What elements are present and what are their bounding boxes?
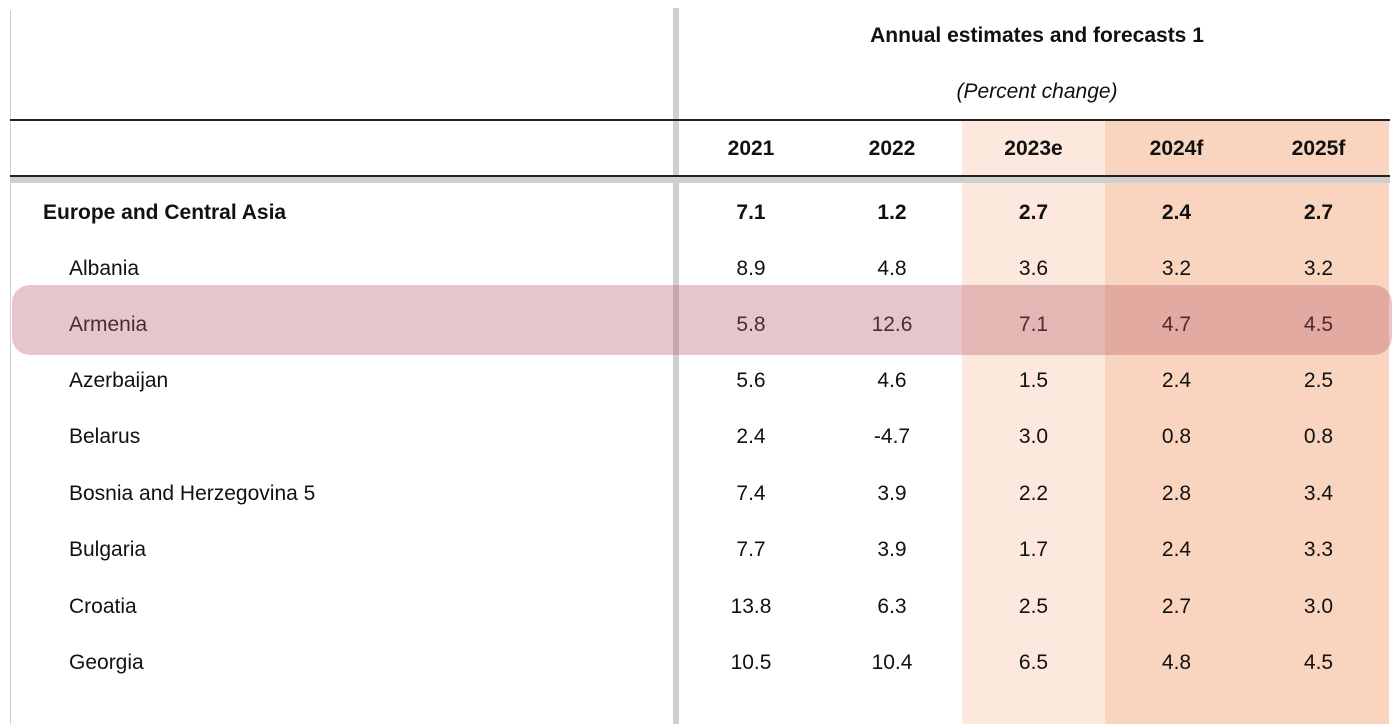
header-rule-bottom xyxy=(10,175,1390,177)
cell-value: 6.5 xyxy=(1018,651,1049,674)
forecast-column-shade xyxy=(1105,121,1389,724)
cell-value: 4.7 xyxy=(1161,313,1192,336)
table-row-highlighted: Armenia 5.8 12.6 7.1 4.7 4.5 xyxy=(0,305,1394,345)
table-left-border xyxy=(10,10,11,724)
row-label: Georgia xyxy=(69,651,144,674)
column-header-2021: 2021 xyxy=(727,137,775,160)
cell-value: 3.0 xyxy=(1018,425,1049,448)
cell-value: 1.2 xyxy=(877,201,907,224)
cell-value: -4.7 xyxy=(873,425,911,448)
cell-value: 2.2 xyxy=(1018,482,1049,505)
cell-value: 10.4 xyxy=(871,651,913,674)
row-label: Belarus xyxy=(69,425,141,448)
cell-value: 3.6 xyxy=(1018,257,1049,280)
cell-value: 4.8 xyxy=(1161,651,1192,674)
cell-value: 4.5 xyxy=(1303,651,1334,674)
table-row: Albania 8.9 4.8 3.6 3.2 3.2 xyxy=(0,249,1394,289)
cell-value: 1.5 xyxy=(1018,369,1049,392)
cell-value: 2.7 xyxy=(1018,201,1049,224)
cell-value: 13.8 xyxy=(730,595,772,618)
column-header-2022: 2022 xyxy=(868,137,916,160)
cell-value: 2.4 xyxy=(1161,201,1192,224)
cell-value: 3.0 xyxy=(1303,595,1334,618)
cell-value: 3.9 xyxy=(877,538,907,561)
cell-value: 3.3 xyxy=(1303,538,1334,561)
table-row: Belarus 2.4 -4.7 3.0 0.8 0.8 xyxy=(0,417,1394,457)
row-label: Albania xyxy=(69,257,140,280)
table-title: Annual estimates and forecasts 1 xyxy=(870,24,1204,47)
cell-value: 4.5 xyxy=(1303,313,1334,336)
header-rule-top xyxy=(10,119,1390,121)
cell-value: 0.8 xyxy=(1161,425,1192,448)
cell-value: 5.6 xyxy=(736,369,766,392)
column-divider xyxy=(673,8,679,724)
row-highlight-overlay xyxy=(12,285,1392,355)
table-row: Bulgaria 7.7 3.9 1.7 2.4 3.3 xyxy=(0,530,1394,570)
row-label: Bulgaria xyxy=(69,538,147,561)
table-row: Azerbaijan 5.6 4.6 1.5 2.4 2.5 xyxy=(0,361,1394,401)
header-rule-grey xyxy=(10,177,1390,183)
column-header-2025f: 2025f xyxy=(1291,137,1346,160)
estimate-column-shade xyxy=(962,121,1105,724)
cell-value: 2.4 xyxy=(736,425,766,448)
cell-value: 2.8 xyxy=(1161,482,1192,505)
table-row: Bosnia and Herzegovina 5 7.4 3.9 2.2 2.8… xyxy=(0,474,1394,514)
cell-value: 3.2 xyxy=(1161,257,1192,280)
cell-value: 3.4 xyxy=(1303,482,1334,505)
table-row-region: Europe and Central Asia 7.1 1.2 2.7 2.4 … xyxy=(0,193,1394,233)
row-label: Croatia xyxy=(69,595,137,618)
cell-value: 7.1 xyxy=(1018,313,1049,336)
cell-value: 2.5 xyxy=(1303,369,1334,392)
table-row: Croatia 13.8 6.3 2.5 2.7 3.0 xyxy=(0,587,1394,627)
cell-value: 2.4 xyxy=(1161,538,1192,561)
column-header-2023e: 2023e xyxy=(1004,137,1063,160)
cell-value: 4.6 xyxy=(877,369,907,392)
column-header-2024f: 2024f xyxy=(1149,137,1204,160)
cell-value: 7.4 xyxy=(736,482,766,505)
cell-value: 7.7 xyxy=(736,538,766,561)
row-label: Bosnia and Herzegovina 5 xyxy=(69,482,316,505)
cell-value: 6.3 xyxy=(877,595,907,618)
table-row: Georgia 10.5 10.4 6.5 4.8 4.5 xyxy=(0,643,1394,683)
cell-value: 2.5 xyxy=(1018,595,1049,618)
cell-value: 3.2 xyxy=(1303,257,1334,280)
cell-value: 1.7 xyxy=(1018,538,1049,561)
cell-value: 5.8 xyxy=(736,313,766,336)
cell-value: 12.6 xyxy=(871,313,913,336)
cell-value: 7.1 xyxy=(736,201,766,224)
row-label: Azerbaijan xyxy=(69,369,169,392)
row-label: Armenia xyxy=(69,313,148,336)
cell-value: 3.9 xyxy=(877,482,907,505)
cell-value: 10.5 xyxy=(730,651,772,674)
cell-value: 2.7 xyxy=(1161,595,1192,618)
row-label: Europe and Central Asia xyxy=(43,201,287,224)
cell-value: 2.4 xyxy=(1161,369,1192,392)
cell-value: 0.8 xyxy=(1303,425,1334,448)
cell-value: 4.8 xyxy=(877,257,907,280)
table-subtitle: (Percent change) xyxy=(956,80,1118,103)
cell-value: 8.9 xyxy=(736,257,766,280)
cell-value: 2.7 xyxy=(1303,201,1334,224)
